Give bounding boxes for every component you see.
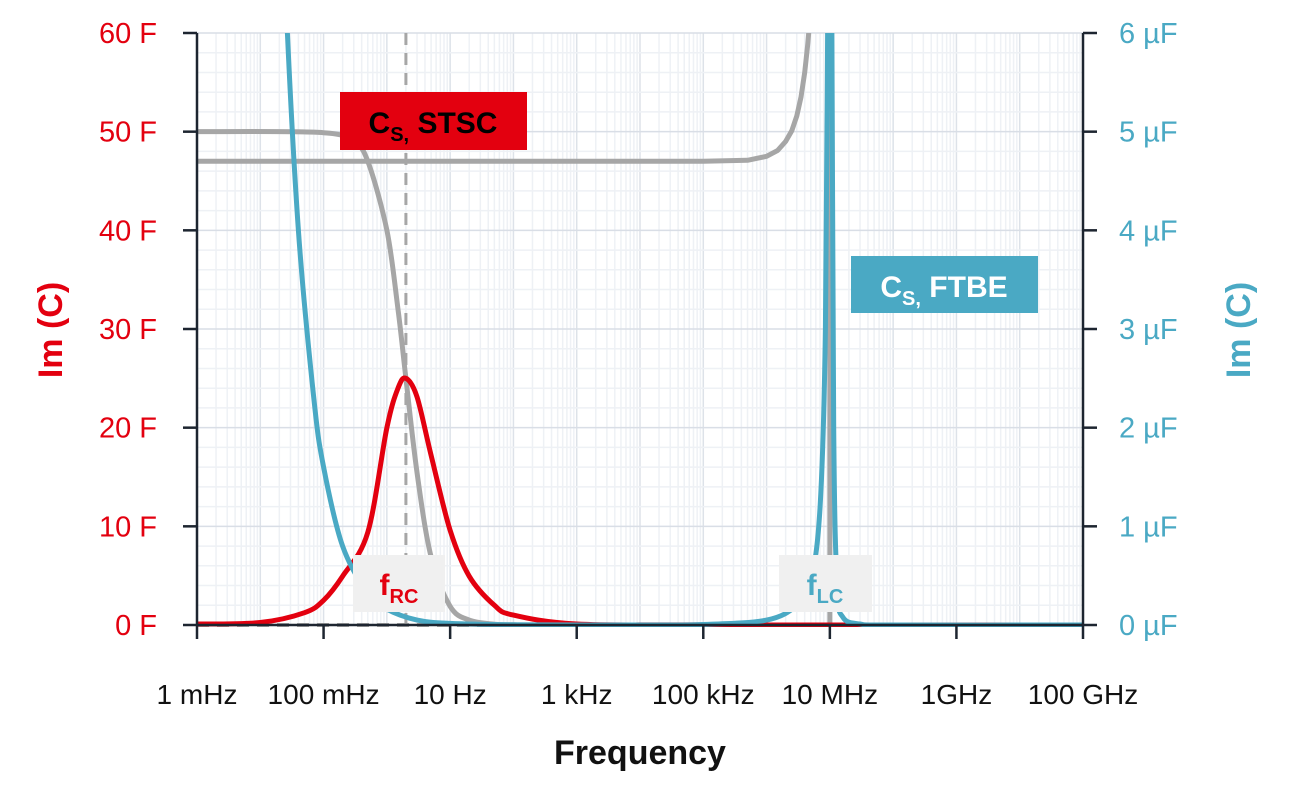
- grid: [196, 32, 1084, 626]
- annotation-ftbe: CS, FTBE: [851, 256, 1038, 313]
- x-tick-label: 1GHz: [921, 679, 993, 710]
- marker-label-f-rc-text: fRC: [380, 569, 419, 608]
- left-tick-label: 0 F: [115, 610, 157, 642]
- right-tick-label: 4 µF: [1119, 215, 1178, 247]
- marker-label-f-rc: fRC: [353, 555, 445, 612]
- marker-label-f-lc-box: [779, 555, 872, 612]
- right-tick-label: 2 µF: [1119, 413, 1178, 445]
- right-tick-label: 0 µF: [1119, 610, 1178, 642]
- left-tick-label: 10 F: [99, 511, 157, 543]
- right-tick-label: 6 µF: [1119, 18, 1178, 50]
- x-tick-label: 100 kHz: [652, 679, 755, 710]
- annotation-ftbe-text: CS, FTBE: [880, 271, 1007, 310]
- axes: [183, 31, 1097, 639]
- marker-label-f-lc-text: fLC: [807, 569, 844, 608]
- annotation-stsc-text: CS, STSC: [369, 107, 498, 146]
- x-tick-label: 1 mHz: [157, 679, 238, 710]
- x-tick-label: 1 kHz: [541, 679, 613, 710]
- tick-labels: 0 F 10 F 20 F 30 F 40 F 50 F 60 F 0 µF 1 µF 2 µF 3…: [99, 18, 1178, 710]
- left-tick-label: 50 F: [99, 117, 157, 149]
- left-axis-title: Im (C): [32, 282, 70, 378]
- annotation-stsc: CS, STSC: [340, 92, 527, 150]
- left-tick-label: 20 F: [99, 413, 157, 445]
- marker-label-f-rc-box: [353, 555, 445, 612]
- series-line-ftbe-re: [197, 33, 1083, 627]
- x-tick-label: 10 Hz: [414, 679, 487, 710]
- left-tick-label: 60 F: [99, 18, 157, 50]
- annotation-stsc-box: [340, 92, 527, 150]
- right-tick-label: 3 µF: [1119, 314, 1178, 346]
- left-tick-label: 30 F: [99, 314, 157, 346]
- right-tick-label: 5 µF: [1119, 117, 1178, 149]
- right-axis-title: Im (C): [1220, 282, 1258, 378]
- x-tick-label: 100 GHz: [1028, 679, 1139, 710]
- x-tick-label: 100 mHz: [268, 679, 380, 710]
- marker-label-f-lc: fLC: [779, 555, 872, 612]
- left-tick-label: 40 F: [99, 215, 157, 247]
- x-tick-label: 10 MHz: [782, 679, 878, 710]
- right-tick-label: 1 µF: [1119, 511, 1178, 543]
- annotation-ftbe-box: [851, 256, 1038, 313]
- x-axis-title: Frequency: [554, 734, 726, 772]
